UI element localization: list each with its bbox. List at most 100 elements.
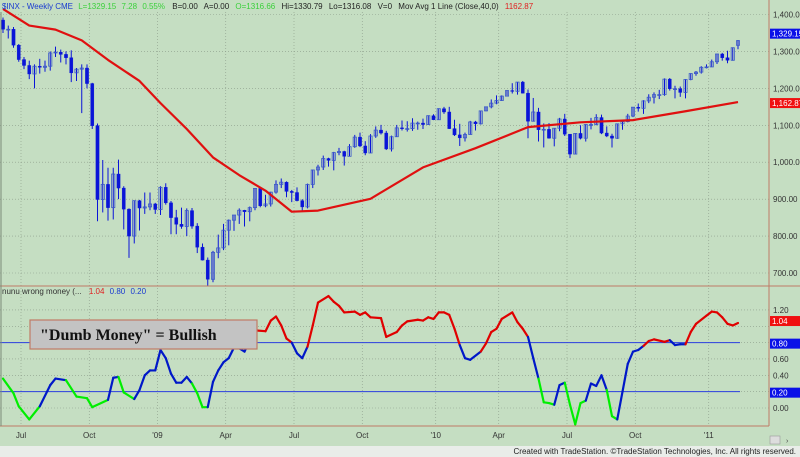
candle[interactable] [263,194,268,208]
candle[interactable] [426,115,431,125]
candle[interactable] [589,117,594,130]
candle[interactable] [106,167,110,221]
candle[interactable] [736,40,741,50]
candle[interactable] [163,183,168,205]
candle[interactable] [704,64,709,69]
candle[interactable] [431,114,436,121]
candle[interactable] [216,234,221,259]
candle[interactable] [79,64,84,114]
candle[interactable] [258,188,263,208]
candle[interactable] [247,206,252,222]
candle[interactable] [678,86,683,97]
candle[interactable] [195,223,200,254]
candle[interactable] [552,127,557,147]
candle[interactable] [583,124,588,142]
candle[interactable] [16,44,21,62]
candle[interactable] [526,89,530,139]
candle[interactable] [179,207,184,229]
candle[interactable] [709,59,714,68]
candle[interactable] [667,78,672,91]
candle[interactable] [494,95,499,105]
candle[interactable] [48,51,53,71]
candle[interactable] [190,208,194,229]
candle[interactable] [562,113,567,136]
candle[interactable] [662,78,667,96]
candle[interactable] [483,106,488,112]
candle[interactable] [468,120,473,135]
candle[interactable] [137,199,142,231]
candle[interactable] [478,110,483,125]
candle[interactable] [321,155,326,170]
candle[interactable] [578,125,583,140]
candle[interactable] [688,73,693,81]
candle[interactable] [641,100,646,114]
candle[interactable] [342,150,347,166]
candle[interactable] [289,189,294,203]
candle[interactable] [127,208,131,258]
candle[interactable] [85,64,89,89]
candle[interactable] [636,103,641,112]
candle[interactable] [694,71,699,76]
candle[interactable] [64,51,68,65]
candle[interactable] [457,123,462,146]
candle[interactable] [652,92,657,104]
candle[interactable] [489,99,494,109]
candle[interactable] [415,121,420,130]
candle[interactable] [410,118,415,131]
candle[interactable] [358,132,362,148]
candle[interactable] [447,106,452,129]
candle[interactable] [405,121,410,132]
candle[interactable] [305,183,310,209]
candle[interactable] [210,250,215,283]
candle[interactable] [231,214,236,231]
candle[interactable] [273,180,278,194]
candle[interactable] [184,208,189,237]
candle[interactable] [379,124,383,135]
candle[interactable] [725,50,730,64]
candle[interactable] [315,164,320,176]
candle[interactable] [657,89,662,100]
candle[interactable] [536,107,541,142]
price-panel[interactable] [1,8,741,286]
candle[interactable] [531,97,536,122]
candle[interactable] [363,141,368,156]
candle[interactable] [237,208,242,224]
candle[interactable] [326,157,331,167]
candle[interactable] [153,202,158,214]
candle[interactable] [699,66,704,74]
candle[interactable] [310,169,315,189]
candle[interactable] [132,200,137,244]
candle[interactable] [573,133,578,155]
candle[interactable] [384,130,389,151]
candle[interactable] [436,108,441,121]
candle[interactable] [226,219,231,246]
candle[interactable] [715,53,720,64]
candle[interactable] [347,144,352,157]
scroll-arrow-icon[interactable]: › [786,438,789,445]
candle[interactable] [37,58,42,74]
candle[interactable] [368,134,373,154]
candle[interactable] [174,209,179,235]
candle[interactable] [462,132,467,142]
candle[interactable] [58,49,63,63]
candle[interactable] [631,106,636,118]
candle[interactable] [730,47,735,61]
candle[interactable] [673,85,678,99]
candle[interactable] [541,123,546,148]
candle[interactable] [142,192,147,214]
candle[interactable] [116,159,121,200]
candle[interactable] [331,151,336,171]
candle[interactable] [111,167,116,220]
candle[interactable] [242,209,247,227]
candle[interactable] [205,257,210,286]
candle[interactable] [610,133,614,148]
candle[interactable] [473,120,478,131]
indicator-panel[interactable] [0,294,740,426]
candle[interactable] [599,114,604,135]
candle[interactable] [352,134,357,148]
candle[interactable] [394,124,399,138]
candle[interactable] [279,178,284,189]
candle[interactable] [221,223,226,251]
candle[interactable] [400,120,404,131]
candle[interactable] [510,83,515,94]
